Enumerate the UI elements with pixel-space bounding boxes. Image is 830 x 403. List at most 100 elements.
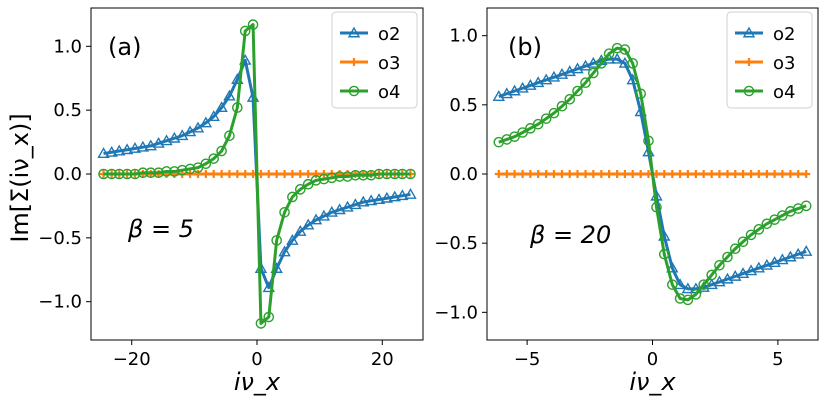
panel-b-point-o3 xyxy=(794,170,803,178)
panel-a-point-o4 xyxy=(113,168,125,180)
panel-b-point-o3 xyxy=(526,170,535,178)
panel-b-point-o4 xyxy=(729,243,741,254)
panel-b-ytick-label: −0.5 xyxy=(434,233,478,254)
panel-b-point-o3 xyxy=(699,170,708,178)
panel-b-legend-label-o3: o3 xyxy=(773,53,795,74)
panel-a-point-o3 xyxy=(304,170,313,178)
panel-a-point-o4 xyxy=(294,184,306,195)
panel-b-x-axis-label: iν_x xyxy=(629,368,676,396)
panel-a-point-o4 xyxy=(129,168,141,180)
panel-a-point-o2 xyxy=(223,89,236,101)
panel-a-plot-area xyxy=(97,19,417,329)
panel-a-point-o3 xyxy=(225,170,234,178)
panel-a-point-o2 xyxy=(215,101,228,113)
panel-a-xtick-label: 20 xyxy=(371,349,394,370)
panel-b-point-o4 xyxy=(580,77,591,88)
panel-b-point-o3 xyxy=(620,170,629,178)
panel-b-point-o4 xyxy=(753,224,765,235)
panel-b-point-o4 xyxy=(564,94,576,105)
panel-a-point-o2 xyxy=(286,233,299,245)
panel-a-series-o4 xyxy=(98,19,416,329)
panel-b-point-o2 xyxy=(721,272,734,284)
panel-a-point-o2 xyxy=(199,116,213,128)
panel-b-point-o3 xyxy=(605,170,614,178)
panel-a-ytick-label: −0.5 xyxy=(38,228,82,249)
panel-a-point-o4 xyxy=(255,318,267,329)
panel-a-point-o2 xyxy=(372,193,386,204)
panel-a-point-o2 xyxy=(349,198,362,210)
panel-b-point-o4 xyxy=(540,113,552,124)
panel-a-point-o2 xyxy=(105,145,118,157)
panel-b-point-o3 xyxy=(747,170,756,178)
panel-b-point-o2 xyxy=(666,261,679,273)
panel-a-point-o2 xyxy=(97,147,110,159)
panel-b-ytick-label: 0.5 xyxy=(449,95,478,116)
panel-a-point-o4 xyxy=(153,167,164,179)
panel-b-point-o4 xyxy=(800,200,812,212)
panel-a-point-o4 xyxy=(373,168,385,180)
panel-a-point-o2 xyxy=(380,191,394,203)
panel-b-point-o2 xyxy=(524,79,537,90)
panel-a-beta-annotation: β = 5 xyxy=(127,215,194,243)
panel-a-point-o4 xyxy=(145,167,157,179)
panel-b-legend-marker-o4 xyxy=(735,85,763,97)
panel-a-point-o4 xyxy=(350,169,361,181)
panel-a-point-o2 xyxy=(404,188,417,199)
panel-b-point-o3 xyxy=(660,170,669,178)
panel-b-series-o3 xyxy=(494,170,811,178)
panel-a-point-o4 xyxy=(216,145,227,157)
panel-b-point-o4 xyxy=(674,293,686,304)
panel-b-ytick-label: 1.0 xyxy=(449,26,478,47)
panel-a-point-o4 xyxy=(247,19,259,30)
panel-a-legend-label-o4: o4 xyxy=(378,82,400,103)
panel-b-point-o4 xyxy=(682,294,694,306)
panel-a-legend-marker-o3 xyxy=(340,58,368,66)
panel-b-point-o4 xyxy=(745,229,757,241)
panel-a-point-o3 xyxy=(233,170,242,178)
panel-b-point-o3 xyxy=(613,170,622,178)
panel-b-point-o3 xyxy=(549,170,558,178)
panel-b-xtick-label: −5 xyxy=(514,349,541,370)
panel-b-point-o3 xyxy=(715,170,724,178)
panel-b-point-o4 xyxy=(596,58,607,69)
panel-b-legend-label-o4: o4 xyxy=(773,82,795,103)
panel-b-point-o3 xyxy=(754,170,763,178)
panel-b-point-o2 xyxy=(800,245,813,256)
panel-a-point-o2 xyxy=(191,121,205,133)
panel-a-point-o4 xyxy=(208,153,220,164)
panel-b-point-o4 xyxy=(532,118,544,130)
panel-b-series-o4 xyxy=(493,42,812,306)
panel-b-point-o4 xyxy=(556,100,568,112)
panel-b-point-o3 xyxy=(802,170,811,178)
panel-b-point-o3 xyxy=(494,170,503,178)
panel-b-point-o2 xyxy=(752,261,766,273)
panel-b-point-o4 xyxy=(588,67,599,79)
panel-a-point-o2 xyxy=(325,205,339,217)
panel-a-point-o3 xyxy=(264,170,273,178)
panel-b-xtick-label: 5 xyxy=(772,349,783,370)
panel-a-point-o4 xyxy=(342,171,353,182)
panel-b-point-o2 xyxy=(547,70,561,82)
panel-b-chart: −1.0 −0.5 0.0 0.5 1.0 −5 0 5 iν_x (b) β = 20 o2 o3 o4 xyxy=(434,7,819,396)
panel-a-panel-label: (a) xyxy=(108,33,141,61)
panel-b-plot-area xyxy=(492,42,813,306)
panel-a-point-o2 xyxy=(120,143,134,155)
panel-b-point-o3 xyxy=(565,170,574,178)
panel-a-point-o2 xyxy=(357,195,370,207)
panel-a-point-o4 xyxy=(357,169,369,181)
panel-b-point-o3 xyxy=(739,170,748,178)
panel-b-point-o4 xyxy=(658,248,670,260)
panel-b-point-o2 xyxy=(776,253,789,265)
panel-a-ytick-label: −1.0 xyxy=(38,292,82,313)
panel-a-point-o2 xyxy=(136,140,150,152)
panel-b-point-o4 xyxy=(722,251,733,263)
panel-b-point-o4 xyxy=(572,85,583,97)
panel-b-point-o2 xyxy=(508,84,521,96)
panel-a-point-o2 xyxy=(294,225,307,236)
panel-b-point-o2 xyxy=(579,59,592,71)
panel-b-ytick-label: −1.0 xyxy=(434,302,478,323)
panel-b-legend-label-o2: o2 xyxy=(773,24,795,45)
panel-b-point-o2 xyxy=(791,247,805,259)
panel-a-legend-marker-o2 xyxy=(340,26,368,38)
panel-b-point-o4 xyxy=(651,201,662,213)
